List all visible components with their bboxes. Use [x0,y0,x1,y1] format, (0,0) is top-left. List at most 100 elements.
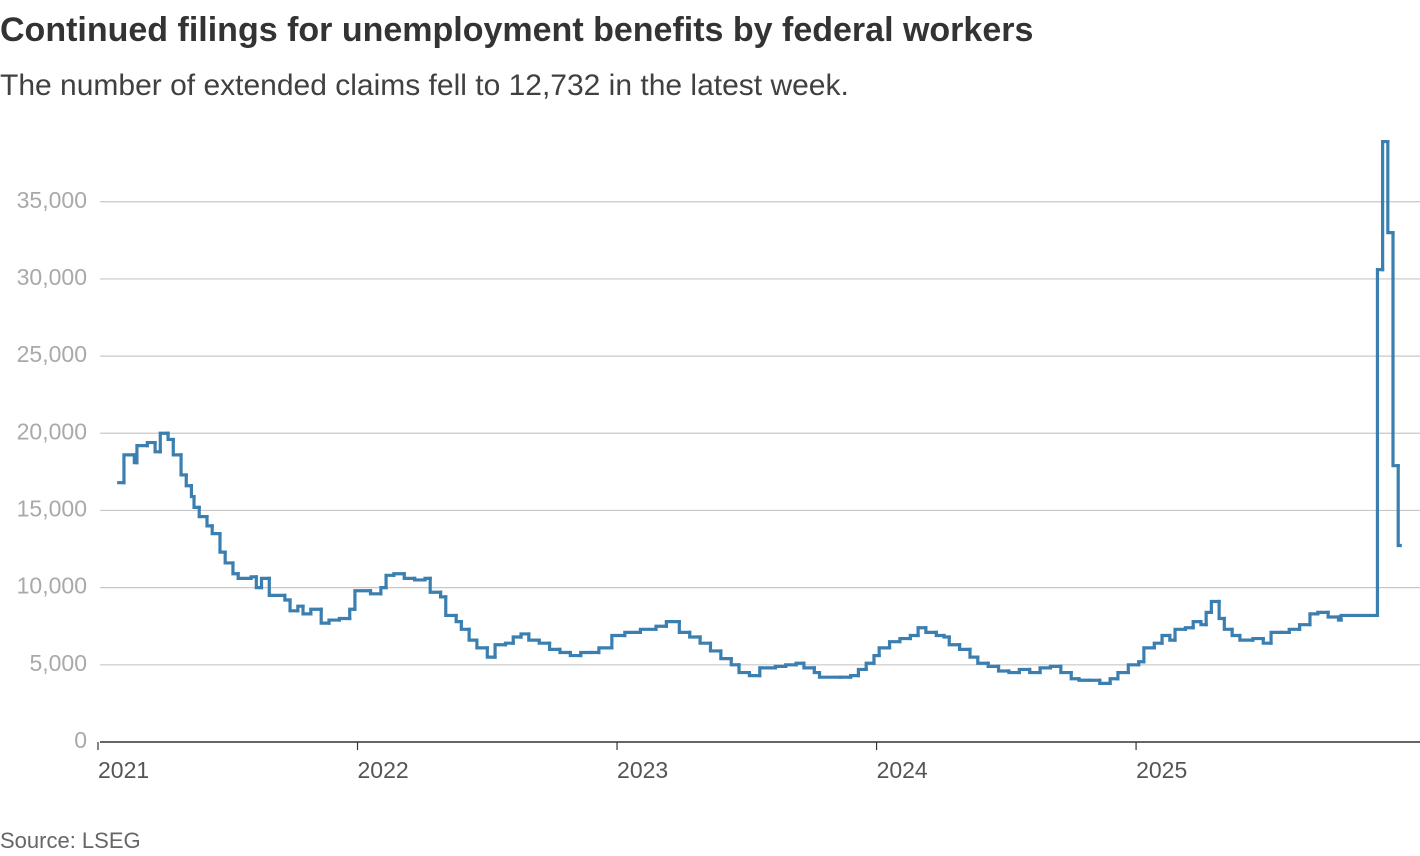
line-step [638,627,658,635]
line-step [467,627,479,642]
line-step [968,647,980,659]
line-step [872,653,881,665]
line-step [1217,599,1226,621]
line-step [218,532,227,554]
line-step [812,666,822,675]
line-step [908,633,920,641]
line-step [856,667,868,678]
line-step [698,635,713,645]
line-step [413,576,427,582]
line-step [1038,666,1053,675]
line-step [1269,630,1284,645]
line-step [597,646,614,655]
line-step [283,593,292,602]
line-step [423,576,432,582]
line-step [1191,620,1203,630]
line-step [475,638,489,650]
line-step [773,664,788,670]
y-tick-label: 15,000 [17,496,87,522]
line-step [296,604,305,613]
line-step [493,643,508,659]
y-tick-label: 25,000 [17,341,87,367]
line-step [444,595,458,618]
x-tick-label: 2023 [617,757,668,783]
line-step [924,626,938,635]
line-step [1028,667,1042,675]
y-tick-label: 0 [74,727,87,753]
line-step [236,572,253,580]
line-step [568,650,583,658]
line-step [428,576,443,594]
line-step [353,589,373,611]
line-step [1098,678,1112,685]
line-step [259,576,271,590]
line-step [877,646,892,658]
line-step [579,650,593,658]
line-step [1316,610,1330,616]
line-step [1183,626,1195,631]
line-step [623,630,642,638]
line-step [327,618,341,625]
line-step [1199,620,1208,627]
line-step [438,590,448,599]
line-step [898,636,912,644]
line-step [368,589,383,596]
line-step [348,607,357,621]
line-step [392,572,406,577]
line-step [758,666,777,678]
line-step [1222,616,1234,631]
y-tick-label: 5,000 [29,650,87,676]
line-step [537,638,552,645]
x-tick-label: 2025 [1136,757,1187,783]
line-step [996,664,1011,673]
line-step [1168,633,1177,642]
line-step [1108,677,1120,685]
line-step [1308,612,1320,627]
line-step [158,431,170,454]
line-step [1126,663,1141,675]
line-step [459,620,471,631]
x-tick-label: 2024 [877,757,928,783]
line-step [1059,664,1073,675]
line-step [288,598,300,613]
line-step [558,647,572,655]
line-step [1261,636,1273,645]
line-step [379,586,388,596]
source: Source: LSEG [0,828,141,853]
line-step [1137,660,1146,667]
line-step [864,661,876,672]
line-step [527,632,541,642]
line-step [1287,627,1302,635]
line-step [708,641,723,653]
y-tick-label: 35,000 [17,187,87,213]
line-step [654,624,668,631]
line-step [1007,669,1021,675]
line-step [1173,627,1187,642]
line-step [1381,139,1390,272]
y-tick-label: 30,000 [17,264,87,290]
line-step [1326,610,1341,619]
x-tick-label: 2022 [358,757,409,783]
line-step [179,453,188,477]
line-step [849,674,860,679]
line-step [747,670,762,678]
line-step [976,655,990,665]
line-step [817,670,842,679]
line-step [249,575,258,580]
line-step [210,524,222,536]
line-step [184,473,194,488]
line-step [1077,677,1091,682]
line-step [947,635,962,647]
line-step [664,620,681,628]
line-step [145,440,157,448]
line-step [189,484,196,499]
line-step [511,635,523,645]
line-step [1238,633,1255,642]
line-step [319,607,331,625]
line-step [1230,627,1242,638]
line-step [729,657,741,667]
line-step [1396,464,1402,548]
line-step [1048,664,1063,670]
line-step [986,661,1001,668]
